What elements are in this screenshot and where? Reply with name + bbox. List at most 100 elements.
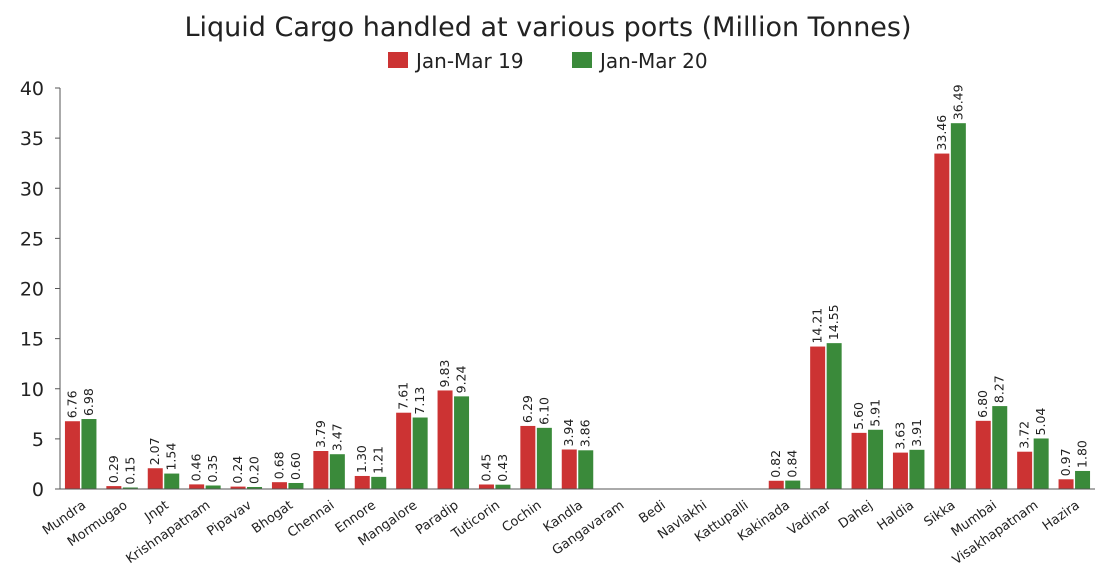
- bar: [106, 486, 122, 489]
- data-label: 3.72: [1017, 421, 1032, 449]
- legend-label-jan-mar-20: Jan-Mar 20: [598, 49, 708, 73]
- data-label: 2.07: [147, 437, 162, 465]
- x-tick-label: Bedi: [636, 498, 668, 527]
- y-axis: 0 5 10 15 20 25 30 35 40: [20, 78, 61, 501]
- bar: [81, 419, 97, 489]
- bar: [271, 482, 287, 489]
- bar: [785, 480, 801, 489]
- data-label: 1.21: [371, 446, 386, 474]
- data-label: 0.35: [205, 455, 220, 483]
- bar: [950, 123, 966, 490]
- bar: [536, 427, 552, 489]
- x-tick-label: Pipavav: [204, 498, 254, 540]
- bar: [1075, 470, 1091, 489]
- data-label: 5.91: [868, 399, 883, 427]
- data-label: 0.15: [122, 457, 137, 485]
- data-label: 0.97: [1058, 448, 1073, 476]
- x-tick-label: Cochin: [500, 498, 545, 536]
- bar: [189, 484, 205, 489]
- bar: [1058, 479, 1074, 489]
- y-tick-label: 30: [20, 178, 44, 200]
- data-label: 3.86: [578, 419, 593, 447]
- bar: [934, 153, 950, 489]
- data-label: 0.24: [230, 456, 245, 484]
- bar: [868, 429, 884, 489]
- bar: [313, 451, 329, 489]
- x-tick-label: Vadinar: [785, 498, 834, 539]
- x-tick-label: Jnpt: [142, 498, 172, 525]
- bar: [147, 468, 163, 489]
- data-label: 6.10: [536, 397, 551, 425]
- data-label: 6.80: [975, 390, 990, 418]
- bar: [892, 452, 908, 489]
- x-tick-label: Chennai: [285, 498, 337, 541]
- bar: [437, 390, 453, 489]
- data-label: 3.91: [909, 419, 924, 447]
- y-tick-label: 35: [20, 128, 44, 150]
- data-label: 14.21: [810, 308, 825, 344]
- bar: [992, 406, 1008, 489]
- bar: [164, 473, 180, 489]
- bars: [64, 123, 1091, 490]
- bar: [396, 412, 412, 489]
- data-label: 33.46: [934, 115, 949, 151]
- bar: [1033, 438, 1049, 489]
- data-label: 0.45: [478, 454, 493, 482]
- x-tick-label: Hazira: [1040, 498, 1083, 534]
- data-label: 0.60: [288, 452, 303, 480]
- bar: [810, 346, 826, 489]
- y-tick-label: 10: [20, 379, 44, 401]
- legend-swatch-jan-mar-19: [388, 52, 408, 68]
- bar: [412, 417, 428, 489]
- data-label: 0.68: [271, 451, 286, 479]
- data-label: 1.30: [354, 445, 369, 473]
- y-tick-label: 40: [20, 78, 44, 100]
- x-tick-label: Haldia: [875, 498, 917, 534]
- y-tick-label: 15: [20, 329, 44, 351]
- data-label: 3.63: [892, 422, 907, 450]
- bar: [230, 486, 246, 489]
- data-label: 0.84: [785, 450, 800, 478]
- bar: [288, 482, 304, 489]
- bar: [495, 484, 511, 489]
- data-label: 0.46: [189, 454, 204, 482]
- bar: [329, 454, 345, 489]
- bar: [826, 343, 842, 489]
- bar: [354, 475, 370, 489]
- data-label: 0.43: [495, 454, 510, 482]
- data-label: 9.24: [454, 365, 469, 393]
- bar: [975, 420, 991, 489]
- data-label: 6.29: [520, 395, 535, 423]
- bar: [454, 396, 470, 489]
- bar: [768, 480, 784, 489]
- data-label: 7.61: [396, 382, 411, 410]
- y-tick-label: 20: [20, 279, 44, 301]
- bar: [851, 432, 867, 489]
- data-labels: 6.76 6.98 0.29 0.15 2.07 1.54 0.46 0.35 0.24 0.20…: [64, 84, 1089, 484]
- data-label: 1.80: [1075, 440, 1090, 468]
- data-label: 5.60: [851, 402, 866, 430]
- bar: [478, 484, 494, 489]
- bar: [520, 425, 536, 489]
- data-label: 5.04: [1033, 408, 1048, 436]
- data-label: 7.13: [412, 387, 427, 415]
- bar: [122, 487, 138, 489]
- data-label: 9.83: [437, 360, 452, 388]
- data-label: 1.54: [164, 443, 179, 471]
- data-label: 3.94: [561, 419, 576, 447]
- data-label: 3.79: [313, 420, 328, 448]
- data-label: 0.20: [247, 456, 262, 484]
- legend-swatch-jan-mar-20: [572, 52, 592, 68]
- x-tick-label: Dahej: [836, 498, 876, 532]
- data-label: 0.82: [768, 450, 783, 478]
- bar: [64, 421, 80, 489]
- legend: Jan-Mar 19 Jan-Mar 20: [388, 49, 708, 73]
- data-label: 6.76: [64, 390, 79, 418]
- data-label: 14.55: [826, 304, 841, 340]
- y-tick-label: 0: [32, 479, 44, 501]
- bar: [371, 476, 387, 489]
- legend-label-jan-mar-19: Jan-Mar 19: [414, 49, 524, 73]
- y-tick-label: 25: [20, 228, 44, 250]
